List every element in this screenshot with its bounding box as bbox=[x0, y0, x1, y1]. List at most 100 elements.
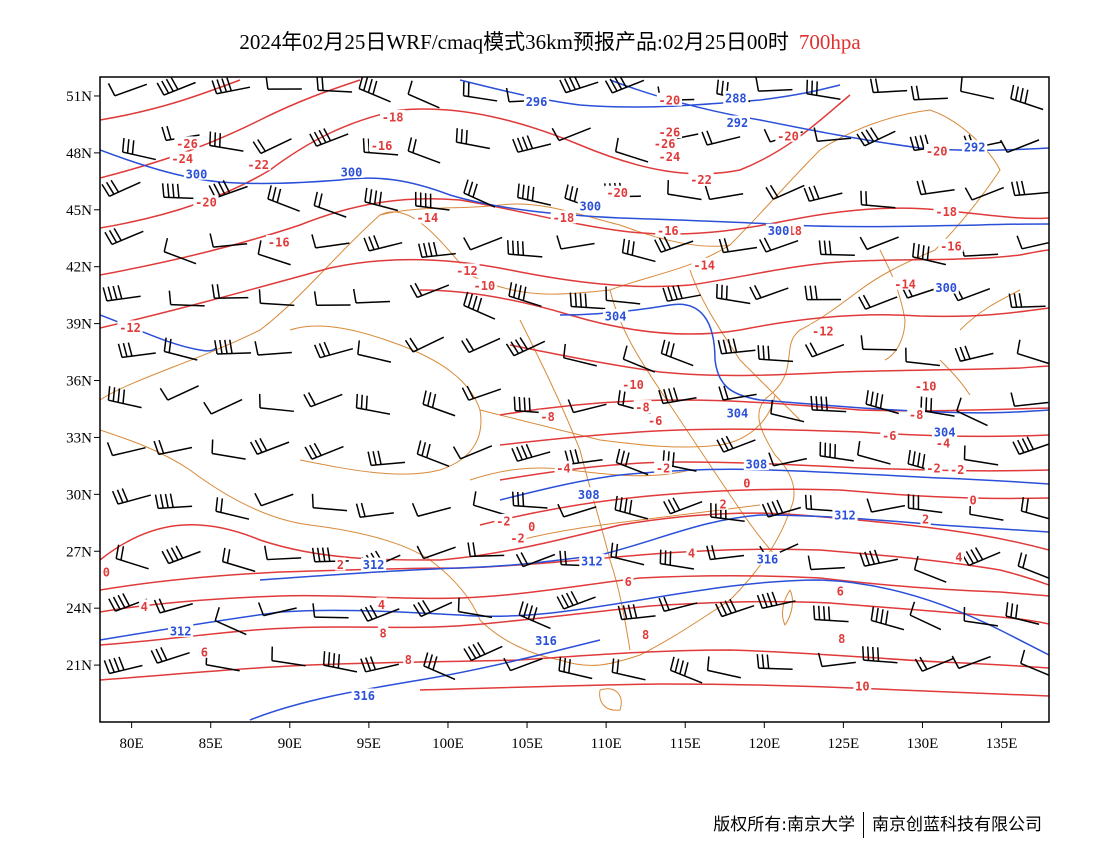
wind-barb bbox=[905, 347, 940, 367]
temperature-label-bg bbox=[193, 195, 219, 209]
wind-barb bbox=[322, 651, 358, 673]
temperature-label-bg bbox=[656, 149, 682, 163]
map-background bbox=[100, 77, 1049, 722]
wind-barb bbox=[558, 656, 593, 680]
wind-barb bbox=[914, 656, 955, 672]
temperature-label-bg bbox=[933, 204, 959, 218]
temperature-label: 8 bbox=[838, 632, 845, 646]
lon-tick-label: 115E bbox=[670, 736, 701, 752]
temperature-label-bg bbox=[656, 125, 682, 139]
height-label: 312 bbox=[581, 554, 603, 568]
lon-tick-label: 135E bbox=[986, 736, 1018, 752]
wind-barb bbox=[806, 79, 841, 101]
temperature-label: -20 bbox=[659, 93, 681, 107]
temperature-contour bbox=[100, 79, 241, 121]
height-label-bg bbox=[723, 90, 749, 104]
height-label-bg bbox=[577, 199, 603, 212]
wind-barb bbox=[258, 393, 294, 413]
temperature-contour bbox=[419, 289, 1049, 335]
temperature-label: -2 bbox=[926, 461, 940, 475]
temperature-label: -4 bbox=[936, 437, 950, 451]
wind-barb bbox=[916, 180, 955, 196]
temperature-label: 6 bbox=[201, 645, 208, 659]
wind-barb bbox=[716, 435, 756, 453]
hainan-boundary bbox=[599, 688, 622, 711]
wind-barb bbox=[615, 448, 649, 476]
height-label: 316 bbox=[353, 689, 375, 703]
temperature-label: -2 bbox=[656, 461, 670, 475]
wind-barb bbox=[168, 290, 205, 307]
wind-barb bbox=[355, 502, 394, 518]
temperature-contour bbox=[100, 197, 1049, 276]
wind-barb bbox=[614, 137, 649, 163]
wind-barb bbox=[667, 180, 702, 201]
height-label: 308 bbox=[578, 488, 600, 502]
wind-barb bbox=[999, 139, 1040, 154]
temperature-label-bg bbox=[550, 210, 577, 224]
temperature-label-bg bbox=[174, 136, 200, 150]
height-label: 300 bbox=[768, 224, 790, 238]
wind-barb bbox=[503, 657, 543, 672]
wind-barb bbox=[363, 235, 403, 252]
wind-barb bbox=[313, 191, 347, 218]
wind-barb bbox=[818, 240, 855, 256]
temperature-label-bg bbox=[377, 625, 389, 639]
temperature-contour bbox=[509, 344, 1049, 377]
temperature-label-bg bbox=[623, 574, 634, 588]
height-label: 288 bbox=[725, 91, 747, 105]
wind-barb bbox=[159, 385, 199, 401]
wind-barb bbox=[961, 547, 1001, 567]
wind-barb bbox=[803, 185, 843, 202]
wind-barb bbox=[104, 228, 144, 246]
temperature-label: -16 bbox=[940, 239, 962, 253]
wind-barb bbox=[416, 440, 450, 468]
wind-barb bbox=[103, 656, 143, 675]
temperature-label: 4 bbox=[955, 550, 962, 564]
wind-barb bbox=[658, 596, 698, 612]
wind-barb bbox=[659, 549, 695, 570]
wind-barb bbox=[604, 77, 645, 94]
wind-barb bbox=[313, 341, 354, 359]
japan-boundary bbox=[939, 289, 1021, 396]
lon-tick-label: 95E bbox=[357, 736, 381, 752]
wind-barb bbox=[610, 542, 645, 566]
temperature-label-bg bbox=[646, 413, 665, 427]
lat-tick-label: 36N bbox=[66, 374, 92, 390]
wind-barb bbox=[866, 498, 906, 513]
height-label-bg bbox=[743, 457, 769, 470]
temperature-label-bg bbox=[654, 460, 672, 474]
temperature-label-bg bbox=[380, 109, 406, 123]
lat-tick-label: 24N bbox=[66, 601, 92, 617]
wind-barb bbox=[121, 138, 157, 161]
height-label: 304 bbox=[727, 406, 749, 420]
wind-barb bbox=[153, 439, 193, 456]
height-label: 312 bbox=[170, 624, 192, 638]
wind-barb bbox=[111, 488, 152, 505]
temperature-label-bg bbox=[775, 128, 801, 142]
wind-barbs bbox=[101, 77, 1049, 684]
wind-barb bbox=[869, 78, 908, 94]
wind-barb bbox=[614, 495, 649, 520]
wind-barb bbox=[862, 646, 898, 664]
wind-barb bbox=[654, 236, 694, 253]
temperature-label: -16 bbox=[268, 236, 290, 250]
wind-barb bbox=[518, 601, 551, 630]
temperature-label-bg bbox=[368, 138, 395, 152]
wind-barb bbox=[759, 237, 799, 253]
temperature-label-bg bbox=[414, 210, 441, 224]
wind-barb bbox=[101, 179, 141, 197]
temperature-label: 4 bbox=[141, 600, 148, 614]
wind-barb bbox=[258, 289, 295, 307]
wind-barb bbox=[856, 441, 891, 465]
temperature-label-bg bbox=[741, 475, 753, 489]
height-label-bg bbox=[338, 164, 365, 178]
temperature-label-bg bbox=[924, 460, 943, 474]
lat-tick-label: 42N bbox=[66, 260, 92, 276]
temperature-label-bg bbox=[948, 462, 967, 476]
height-label: 316 bbox=[757, 552, 779, 566]
wind-barb bbox=[423, 652, 456, 681]
height-label-bg bbox=[579, 553, 605, 567]
temperature-label: 2 bbox=[720, 497, 727, 511]
wind-barb bbox=[556, 235, 595, 250]
height-label-bg bbox=[361, 557, 387, 571]
